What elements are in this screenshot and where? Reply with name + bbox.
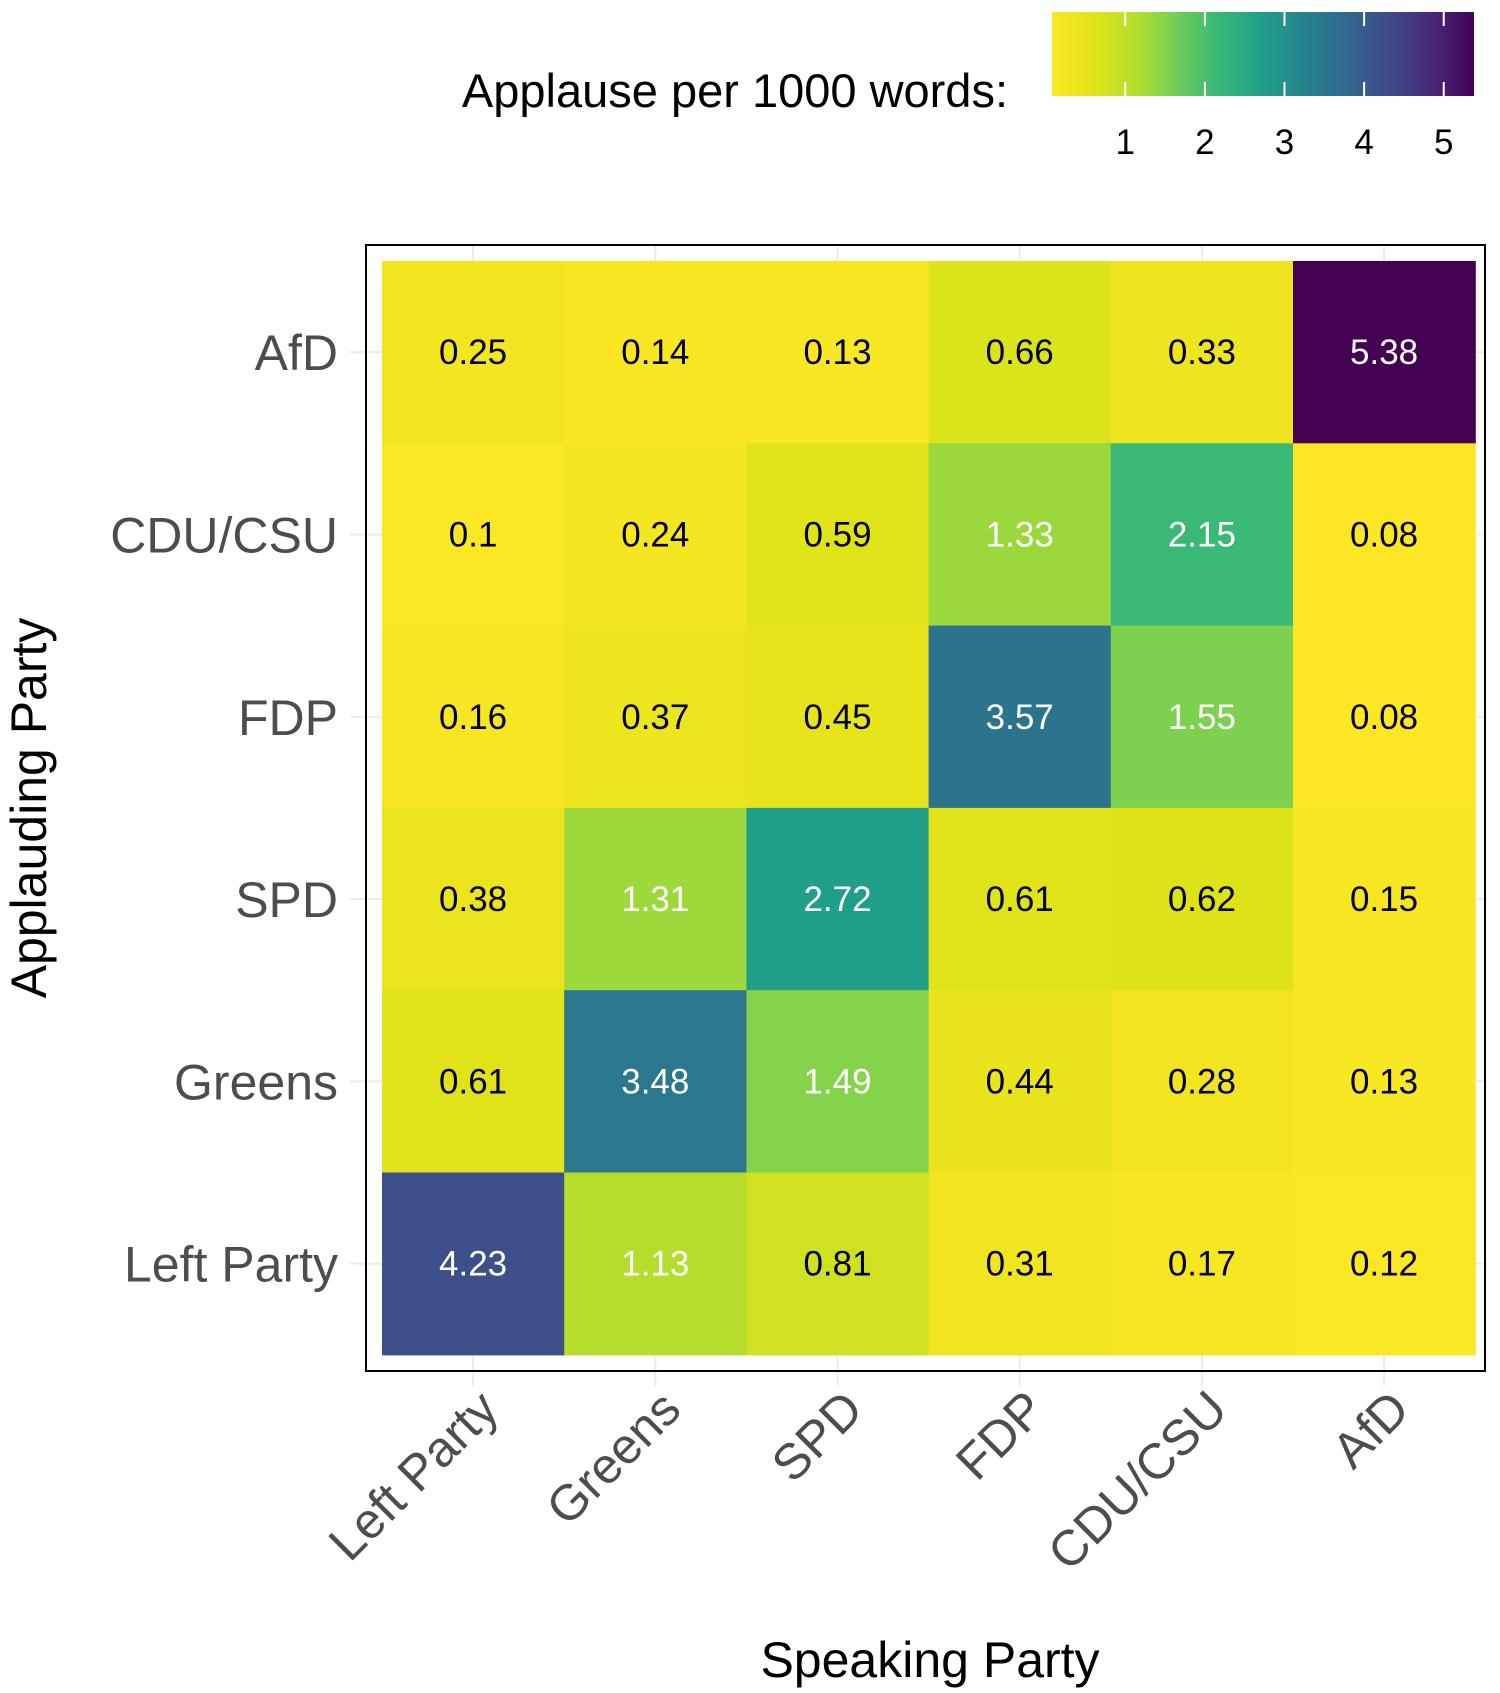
x-tick-label: Greens (536, 1380, 692, 1536)
y-tick-label: Greens (174, 1054, 338, 1110)
cell-value-label: 0.1 (449, 515, 498, 554)
cell-value-label: 0.08 (1350, 698, 1418, 737)
heatmap-cell (382, 1172, 565, 1356)
cell-value-label: 1.33 (986, 515, 1054, 554)
cell-value-label: 0.28 (1168, 1062, 1236, 1101)
legend-title: Applause per 1000 words: (462, 64, 1008, 117)
cell-value-label: 3.57 (986, 698, 1054, 737)
legend-colorbar (1052, 12, 1474, 96)
cell-value-label: 0.24 (621, 515, 689, 554)
heatmap-cell (746, 990, 930, 1174)
heatmap-cell (1110, 625, 1294, 809)
cell-value-label: 0.25 (439, 333, 507, 372)
cell-value-label: 0.61 (986, 880, 1054, 919)
heatmap-cell (928, 443, 1112, 627)
heatmap-cell (382, 261, 565, 444)
heatmap-cell (928, 261, 1112, 444)
cell-value-label: 1.49 (803, 1062, 871, 1101)
cell-value-label: 0.37 (621, 698, 689, 737)
x-tick-label: SPD (761, 1380, 873, 1492)
heatmap-cell (928, 625, 1112, 809)
heatmap-cell (1110, 443, 1294, 627)
cell-value-label: 0.81 (803, 1245, 871, 1284)
heatmap-cell (746, 1172, 930, 1356)
cell-value-label: 0.62 (1168, 880, 1236, 919)
heatmap-cell (564, 625, 747, 809)
heatmap-cell (1110, 990, 1294, 1174)
heatmap-cell (1293, 990, 1476, 1174)
heatmap-cell (928, 1172, 1112, 1356)
cell-value-label: 0.45 (803, 698, 871, 737)
heatmap-cell (1293, 1172, 1476, 1356)
cell-value-label: 0.08 (1350, 515, 1418, 554)
heatmap-cell (1110, 261, 1294, 444)
heatmap-cell (746, 807, 930, 991)
heatmap-cell (1293, 807, 1476, 991)
heatmap-cell (746, 443, 930, 627)
cell-value-label: 2.15 (1168, 515, 1236, 554)
cell-value-label: 1.13 (621, 1245, 689, 1284)
y-tick-label: AfD (255, 325, 338, 381)
heatmap-cell (1293, 625, 1476, 809)
legend-tick-label: 5 (1434, 123, 1453, 162)
cell-value-label: 0.12 (1350, 1245, 1418, 1284)
x-tick-label: CDU/CSU (1037, 1380, 1238, 1581)
cell-value-label: 0.31 (986, 1245, 1054, 1284)
heatmap-cell (746, 261, 930, 444)
heatmap-cell (564, 990, 747, 1174)
legend-ticks: 1 2 3 4 5 (1116, 12, 1453, 162)
heatmap-cell (1110, 1172, 1294, 1356)
heatmap-cell (746, 625, 930, 809)
cell-value-label: 2.72 (803, 880, 871, 919)
cell-value-label: 0.61 (439, 1062, 507, 1101)
cell-value-label: 0.13 (1350, 1062, 1418, 1101)
cell-value-label: 0.59 (803, 515, 871, 554)
cell-value-label: 0.17 (1168, 1245, 1236, 1284)
x-tick-label: AfD (1321, 1380, 1420, 1479)
cell-value-label: 0.33 (1168, 333, 1236, 372)
heatmap-cell (1110, 807, 1294, 991)
legend-tick-label: 3 (1275, 123, 1294, 162)
cell-value-label: 3.48 (621, 1062, 689, 1101)
heatmap-cell (382, 625, 565, 809)
heatmap-cell (564, 261, 747, 444)
panel-border (365, 244, 1486, 1372)
heatmap-cell (928, 990, 1112, 1174)
heatmap-cell (382, 443, 565, 627)
y-axis-title: Applauding Party (1, 618, 57, 999)
x-tick-label: Left Party (318, 1380, 509, 1571)
y-tick-label: FDP (238, 690, 338, 746)
heatmap-cell (564, 1172, 747, 1356)
cell-value-label: 0.66 (986, 333, 1054, 372)
y-tick-label: SPD (235, 872, 338, 928)
cell-value-label: 0.13 (803, 333, 871, 372)
y-tick-label: Left Party (124, 1237, 338, 1293)
y-axis-tick-labels: AfD CDU/CSU FDP SPD Greens Left Party (110, 325, 338, 1293)
cell-value-label: 5.38 (1350, 333, 1418, 372)
legend-tick-label: 1 (1116, 123, 1135, 162)
cell-value-label: 1.55 (1168, 698, 1236, 737)
heatmap-cell (1293, 261, 1476, 444)
heatmap-cell (564, 807, 747, 991)
x-tick-label: FDP (945, 1380, 1055, 1490)
cell-value-label: 0.14 (621, 333, 689, 372)
heatmap-cell (382, 990, 565, 1174)
heatmap-cells: 0.25 0.14 0.13 0.66 0.33 5.38 0.1 0.24 0.59 1.33 2… (382, 261, 1476, 1356)
cell-value-label: 1.31 (621, 880, 689, 919)
legend-tick-label: 2 (1195, 123, 1214, 162)
cell-value-label: 4.23 (439, 1245, 507, 1284)
heatmap-cell (928, 807, 1112, 991)
heatmap-cell (564, 443, 747, 627)
y-tick-label: CDU/CSU (110, 507, 338, 563)
cell-value-label: 0.44 (986, 1062, 1054, 1101)
heatmap-cell (1293, 443, 1476, 627)
legend-tick-label: 4 (1354, 123, 1373, 162)
cell-value-label: 0.16 (439, 698, 507, 737)
cell-value-label: 0.38 (439, 880, 507, 919)
cell-value-label: 0.15 (1350, 880, 1418, 919)
x-axis-title: Speaking Party (760, 1632, 1099, 1688)
heatmap-cell (382, 807, 565, 991)
